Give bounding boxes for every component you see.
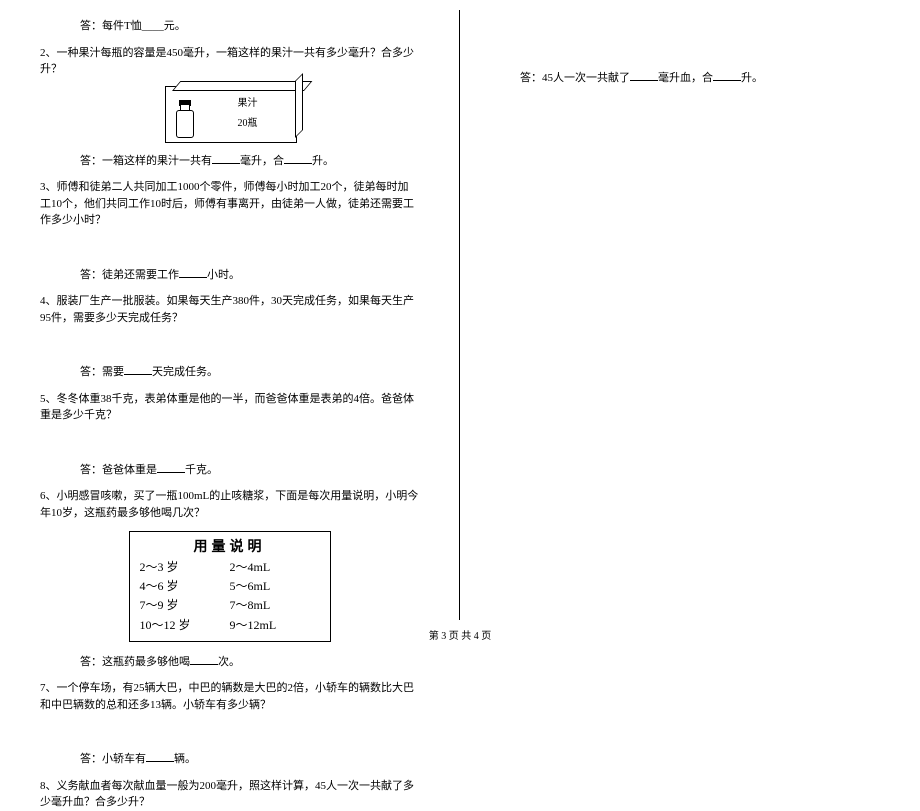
answer-3: 答：徒弟还需要工作 小时。 <box>80 265 419 284</box>
dosage-age: 4～6 岁 <box>140 577 230 596</box>
blank <box>713 68 741 81</box>
juice-label-1: 果汁 <box>238 98 258 109</box>
blank <box>124 362 152 375</box>
answer-8: 答：45人一次一共献了 毫升血，合 升。 <box>520 68 880 87</box>
answer-6: 答：这瓶药最多够他喝 次。 <box>80 652 419 671</box>
a8-mid: 毫升血，合 <box>658 72 713 84</box>
dosage-instruction-box: 用量说明 2～3 岁 2～4mL 4～6 岁 5～6mL 7～9 岁 7～8mL… <box>129 531 331 642</box>
answer-2: 答：一箱这样的果汁一共有 毫升，合 升。 <box>80 151 419 170</box>
blank <box>146 749 174 762</box>
a2-mid: 毫升，合 <box>240 155 284 167</box>
bottle-icon <box>176 100 194 138</box>
dosage-row: 4～6 岁 5～6mL <box>140 577 320 596</box>
juice-illustration: 果汁 20瓶 <box>165 86 295 143</box>
a3-prefix: 答：徒弟还需要工作 <box>80 269 179 281</box>
a3-suffix: 小时。 <box>207 269 240 281</box>
question-5: 5、冬冬体重38千克，表弟体重是他的一半，而爸爸体重是表弟的4倍。爸爸体重是多少… <box>40 391 419 424</box>
right-column: 答：45人一次一共献了 毫升血，合 升。 <box>460 10 920 620</box>
a7-prefix: 答：小轿车有 <box>80 753 146 765</box>
page-container: 答：每件T恤____元。 2、一种果汁每瓶的容量是450毫升，一箱这样的果汁一共… <box>0 0 920 620</box>
a8-prefix: 答：45人一次一共献了 <box>520 72 630 84</box>
question-2: 2、一种果汁每瓶的容量是450毫升，一箱这样的果汁一共有多少毫升？合多少升？ <box>40 45 419 78</box>
a6-suffix: 次。 <box>218 656 240 668</box>
blank <box>284 151 312 164</box>
a2-suffix: 升。 <box>312 155 334 167</box>
a5-prefix: 答：爸爸体重是 <box>80 464 157 476</box>
a2-prefix: 答：一箱这样的果汁一共有 <box>80 155 212 167</box>
dosage-ml: 5～6mL <box>230 577 320 596</box>
a4-prefix: 答：需要 <box>80 366 124 378</box>
juice-label-2: 20瓶 <box>238 118 258 129</box>
a8-suffix: 升。 <box>741 72 763 84</box>
juice-box-top <box>172 81 312 91</box>
juice-box-outer: 果汁 20瓶 <box>165 86 297 143</box>
question-4: 4、服装厂生产一批服装。如果每天生产380件，30天完成任务，如果每天生产95件… <box>40 293 419 326</box>
answer-7: 答：小轿车有 辆。 <box>80 749 419 768</box>
question-6: 6、小明感冒咳嗽，买了一瓶100mL的止咳糖浆，下面是每次用量说明，小明今年10… <box>40 488 419 521</box>
blank <box>630 68 658 81</box>
dosage-row: 7～9 岁 7～8mL <box>140 596 320 615</box>
blank <box>190 652 218 665</box>
dosage-row: 2～3 岁 2～4mL <box>140 558 320 577</box>
blank <box>157 460 185 473</box>
answer-1-text: 答：每件T恤____元。 <box>80 20 186 32</box>
page-footer: 第 3 页 共 4 页 <box>0 627 920 642</box>
blank <box>212 151 240 164</box>
dosage-ml: 2～4mL <box>230 558 320 577</box>
a7-suffix: 辆。 <box>174 753 196 765</box>
juice-box-text: 果汁 20瓶 <box>200 94 296 142</box>
question-7: 7、一个停车场，有25辆大巴，中巴的辆数是大巴的2倍，小轿车的辆数比大巴和中巴辆… <box>40 680 419 713</box>
dosage-age: 2～3 岁 <box>140 558 230 577</box>
answer-4: 答：需要 天完成任务。 <box>80 362 419 381</box>
answer-1: 答：每件T恤____元。 <box>80 18 419 35</box>
a6-prefix: 答：这瓶药最多够他喝 <box>80 656 190 668</box>
a4-suffix: 天完成任务。 <box>152 366 218 378</box>
answer-5: 答：爸爸体重是 千克。 <box>80 460 419 479</box>
dosage-age: 7～9 岁 <box>140 596 230 615</box>
dosage-title: 用量说明 <box>140 536 320 556</box>
blank <box>179 265 207 278</box>
left-column: 答：每件T恤____元。 2、一种果汁每瓶的容量是450毫升，一箱这样的果汁一共… <box>0 10 460 620</box>
a5-suffix: 千克。 <box>185 464 218 476</box>
juice-box-side <box>295 73 303 138</box>
question-3: 3、师傅和徒弟二人共同加工1000个零件，师傅每小时加工20个，徒弟每时加工10… <box>40 179 419 229</box>
dosage-ml: 7～8mL <box>230 596 320 615</box>
question-8: 8、义务献血者每次献血量一般为200毫升，照这样计算，45人一次一共献了多少毫升… <box>40 778 419 811</box>
